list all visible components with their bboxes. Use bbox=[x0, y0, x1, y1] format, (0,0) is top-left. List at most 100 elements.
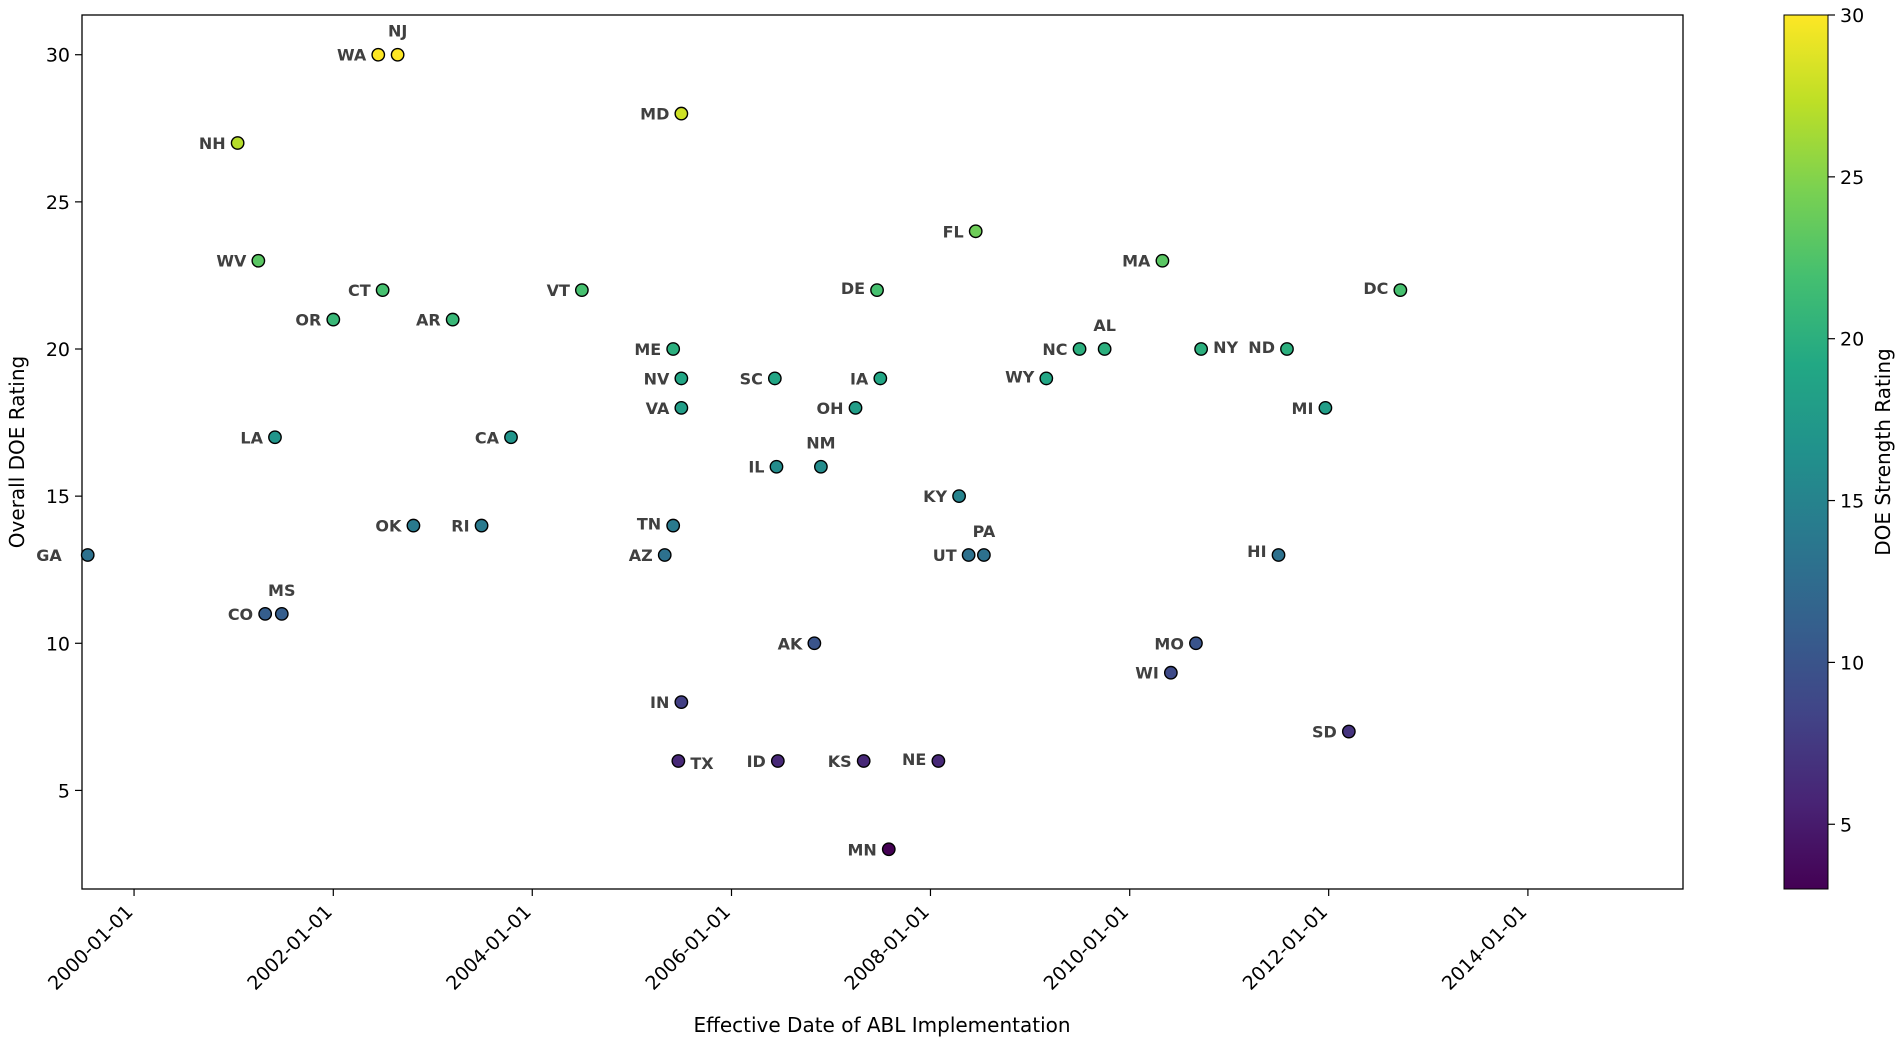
plot-frame bbox=[81, 14, 1684, 890]
point-nm bbox=[814, 459, 828, 474]
point-ri bbox=[474, 518, 489, 533]
point-label-ne: NE bbox=[902, 750, 926, 769]
point-dc bbox=[1393, 283, 1408, 298]
point-label-nd: ND bbox=[1248, 338, 1275, 357]
point-label-wv: WV bbox=[216, 252, 247, 271]
y-axis-ticks: 5 10 15 20 25 30 bbox=[46, 45, 82, 802]
point-label-id: ID bbox=[747, 752, 766, 771]
point-label-ok: OK bbox=[375, 517, 402, 536]
point-md bbox=[674, 106, 689, 121]
y-tick-label: 25 bbox=[46, 192, 70, 214]
point-or bbox=[326, 312, 341, 327]
point-nd bbox=[1280, 342, 1294, 356]
point-az bbox=[657, 548, 672, 562]
point-co bbox=[258, 606, 273, 621]
point-wi bbox=[1163, 665, 1178, 680]
point-ia bbox=[873, 371, 888, 386]
point-label-wa: WA bbox=[337, 46, 367, 65]
point-label-hi: HI bbox=[1247, 542, 1266, 561]
y-tick-label: 20 bbox=[46, 339, 70, 361]
colorbar-tick-label: 30 bbox=[1840, 5, 1864, 27]
x-tick-label: 2002-01-01 bbox=[243, 901, 337, 995]
point-label-me: ME bbox=[634, 340, 661, 359]
point-fl bbox=[968, 224, 983, 239]
x-tick-label: 2012-01-01 bbox=[1239, 901, 1333, 995]
colorbar-tick-label: 5 bbox=[1840, 814, 1852, 836]
data-labels: GA CO MS NH WV LA OR WA NJ CT OK AR RI CA VT ME NV VA TN AZ… bbox=[36, 22, 1388, 860]
point-label-de: DE bbox=[841, 279, 865, 298]
point-label-ny: NY bbox=[1213, 338, 1238, 357]
point-label-ct: CT bbox=[348, 281, 371, 300]
point-mi bbox=[1318, 400, 1333, 415]
point-pa bbox=[976, 548, 991, 562]
point-ny bbox=[1194, 342, 1209, 356]
point-ne bbox=[931, 754, 946, 768]
point-label-wi: WI bbox=[1135, 664, 1159, 683]
point-ok bbox=[406, 518, 421, 533]
point-ut bbox=[961, 548, 976, 562]
point-label-ky: KY bbox=[923, 487, 947, 506]
point-label-ak: AK bbox=[778, 634, 803, 653]
point-label-dc: DC bbox=[1363, 279, 1388, 298]
point-label-sd: SD bbox=[1312, 723, 1337, 742]
point-label-nj: NJ bbox=[388, 22, 407, 41]
colorbar-tick-label: 20 bbox=[1840, 329, 1864, 351]
x-tick-label: 2008-01-01 bbox=[840, 901, 934, 995]
point-label-in: IN bbox=[650, 693, 669, 712]
point-la bbox=[268, 430, 282, 445]
point-sd bbox=[1341, 724, 1356, 739]
x-tick-label: 2004-01-01 bbox=[442, 901, 536, 995]
point-nv bbox=[674, 371, 689, 386]
x-axis-ticks: 2000-01-01 2002-01-01 2004-01-01 2006-01-01… bbox=[44, 889, 1531, 995]
point-ar bbox=[445, 312, 460, 327]
point-wv bbox=[251, 253, 266, 268]
point-wy bbox=[1039, 371, 1054, 386]
point-label-nm: NM bbox=[806, 434, 835, 453]
point-label-tx: TX bbox=[690, 754, 714, 773]
point-id bbox=[770, 754, 785, 768]
point-ca bbox=[504, 430, 518, 445]
point-label-vt: VT bbox=[547, 281, 570, 300]
point-label-wy: WY bbox=[1005, 367, 1035, 386]
point-ga bbox=[80, 548, 95, 562]
colorbar-ticks: 5 10 15 20 25 30 bbox=[1828, 5, 1864, 836]
x-tick-label: 2006-01-01 bbox=[641, 901, 735, 995]
colorbar: 5 10 15 20 25 30 DOE Strength Rating bbox=[1783, 5, 1895, 890]
point-label-la: LA bbox=[240, 428, 263, 447]
point-nh bbox=[230, 136, 245, 150]
point-ct bbox=[375, 283, 390, 298]
point-va bbox=[674, 400, 689, 415]
point-sc bbox=[767, 371, 782, 386]
point-mo bbox=[1189, 636, 1203, 651]
point-ky bbox=[952, 489, 966, 504]
point-label-il: IL bbox=[748, 458, 764, 477]
point-label-or: OR bbox=[295, 311, 321, 330]
y-axis-title: Overall DOE Rating bbox=[5, 356, 29, 548]
point-label-mi: MI bbox=[1292, 399, 1314, 418]
point-me bbox=[666, 342, 681, 356]
x-tick-label: 2010-01-01 bbox=[1040, 901, 1134, 995]
point-de bbox=[870, 283, 884, 298]
point-label-sc: SC bbox=[740, 369, 763, 388]
point-label-ks: KS bbox=[828, 752, 852, 771]
point-vt bbox=[574, 283, 589, 298]
y-tick-label: 30 bbox=[46, 45, 70, 67]
point-label-tn: TN bbox=[637, 515, 661, 534]
colorbar-gradient bbox=[1783, 14, 1829, 890]
point-ks bbox=[856, 754, 871, 768]
colorbar-tick-label: 25 bbox=[1840, 167, 1864, 189]
colorbar-tick-label: 15 bbox=[1840, 491, 1864, 513]
point-oh bbox=[848, 400, 863, 415]
point-label-nc: NC bbox=[1042, 340, 1067, 359]
point-nc bbox=[1072, 342, 1087, 356]
point-il bbox=[769, 459, 784, 474]
point-label-ms: MS bbox=[268, 581, 295, 600]
colorbar-tick-label: 10 bbox=[1840, 652, 1864, 674]
point-label-ma: MA bbox=[1122, 252, 1151, 271]
x-tick-label: 2014-01-01 bbox=[1438, 901, 1532, 995]
colorbar-title: DOE Strength Rating bbox=[1871, 348, 1895, 556]
point-label-nv: NV bbox=[644, 369, 670, 388]
data-points bbox=[80, 47, 1408, 857]
point-label-ca: CA bbox=[475, 428, 500, 447]
